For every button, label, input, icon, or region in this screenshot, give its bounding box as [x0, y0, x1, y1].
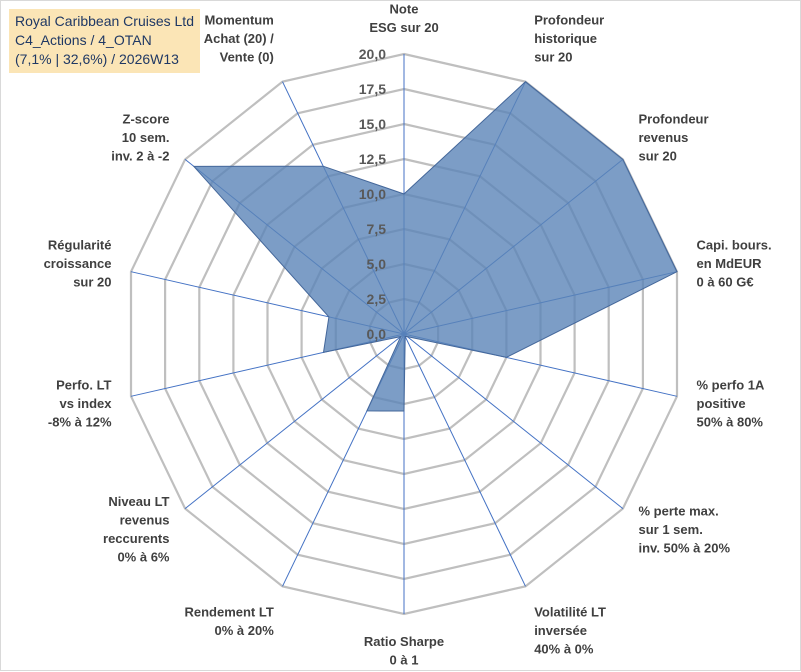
tick-label: 20,0	[359, 46, 386, 62]
axis-label-6: % perte max. sur 1 sem. inv. 50% à 20%	[639, 503, 731, 555]
axis-label-line: Momentum	[204, 13, 273, 28]
axis-label-line: historique	[534, 31, 597, 46]
chart-title-category: C4_Actions / 4_OTAN	[15, 32, 152, 48]
tick-label: 2,5	[367, 291, 387, 307]
axis-label-line: revenus	[120, 513, 170, 528]
axis-label-7: Volatilité LT inversée 40% à 0%	[534, 604, 606, 656]
tick-label: 12,5	[359, 151, 386, 167]
axis-label-line: Régularité	[48, 238, 112, 253]
axis-label-13: Z-score 10 sem. inv. 2 à -2	[111, 112, 169, 164]
axis-label-line: 40% à 0%	[534, 641, 594, 656]
chart-title-box: Royal Caribbean Cruises Ltd C4_Actions /…	[9, 9, 200, 73]
axis-label-line: 0 à 60 G€	[697, 275, 754, 290]
axis-label-2: Profondeur historique sur 20	[534, 13, 604, 65]
axis-label-line: vs index	[59, 396, 112, 411]
axis-label-line: ESG sur 20	[369, 20, 438, 35]
axis-label-line: 10 sem.	[122, 130, 170, 145]
spoke-6	[403, 333, 624, 509]
axis-label-line: Niveau LT	[108, 494, 169, 509]
tick-label: 10,0	[359, 186, 386, 202]
axis-label-line: reccurents	[103, 531, 169, 546]
axis-label-14: Momentum Achat (20) / Vente (0)	[204, 13, 274, 65]
axis-label-line: 0% à 6%	[117, 550, 169, 565]
axis-label-line: Z-score	[123, 112, 170, 127]
axis-label-1: Note ESG sur 20	[369, 2, 438, 36]
axis-label-line: Vente (0)	[220, 50, 274, 65]
radar-axis-labels: Note ESG sur 20 Profondeur historique sur 20…	[44, 2, 772, 668]
axis-label-line: revenus	[639, 130, 689, 145]
axis-label-line: 50% à 80%	[697, 414, 764, 429]
axis-label-8: Ratio Sharpe 0 à 1	[364, 634, 444, 668]
chart-title-company: Royal Caribbean Cruises Ltd	[15, 13, 194, 29]
axis-label-line: Ratio Sharpe	[364, 634, 444, 649]
axis-label-line: croissance	[44, 256, 112, 271]
axis-label-line: sur 20	[639, 149, 677, 164]
axis-label-line: inversée	[534, 623, 587, 638]
chart-title-stats: (7,1% | 32,6%) / 2026W13	[15, 51, 179, 67]
axis-label-line: Rendement LT	[184, 604, 273, 619]
axis-label-line: 0% à 20%	[215, 623, 275, 638]
tick-label: 0,0	[367, 326, 387, 342]
tick-label: 5,0	[367, 256, 387, 272]
axis-label-line: Volatilité LT	[534, 604, 606, 619]
radar-series	[192, 81, 678, 412]
axis-label-line: 0 à 1	[390, 653, 419, 668]
axis-label-line: Achat (20) /	[204, 31, 274, 46]
radar-tick-labels: 0,0 2,5 5,0 7,5 10,0 12,5 15,0 17,5 20,0	[359, 46, 386, 342]
axis-label-line: en MdEUR	[697, 256, 763, 271]
axis-label-line: sur 1 sem.	[639, 522, 703, 537]
axis-label-3: Profondeur revenus sur 20	[639, 112, 709, 164]
axis-label-12: Régularité croissance sur 20	[44, 238, 112, 290]
axis-label-line: Note	[390, 2, 419, 17]
axis-label-5: % perfo 1A positive 50% à 80%	[697, 377, 766, 429]
axis-label-line: inv. 50% à 20%	[639, 540, 731, 555]
axis-label-10: Niveau LT revenus reccurents 0% à 6%	[103, 494, 170, 565]
series-area-1	[192, 81, 678, 412]
spoke-7	[403, 333, 526, 587]
tick-label: 15,0	[359, 116, 386, 132]
axis-label-9: Rendement LT 0% à 20%	[184, 604, 274, 638]
axis-label-line: sur 20	[73, 275, 111, 290]
axis-label-11: Perfo. LT vs index -8% à 12%	[48, 377, 112, 429]
axis-label-line: sur 20	[534, 50, 572, 65]
axis-label-line: Profondeur	[534, 13, 604, 28]
axis-label-line: Perfo. LT	[56, 377, 111, 392]
axis-label-line: Capi. bours.	[697, 238, 772, 253]
axis-label-line: % perfo 1A	[697, 377, 766, 392]
axis-label-line: positive	[697, 396, 746, 411]
axis-label-line: inv. 2 à -2	[111, 149, 169, 164]
tick-label: 17,5	[359, 81, 386, 97]
axis-label-line: % perte max.	[639, 503, 719, 518]
axis-label-4: Capi. bours. en MdEUR 0 à 60 G€	[697, 238, 772, 290]
axis-label-line: -8% à 12%	[48, 414, 112, 429]
spoke-10	[184, 333, 405, 509]
axis-label-line: Profondeur	[639, 112, 709, 127]
tick-label: 7,5	[367, 221, 387, 237]
